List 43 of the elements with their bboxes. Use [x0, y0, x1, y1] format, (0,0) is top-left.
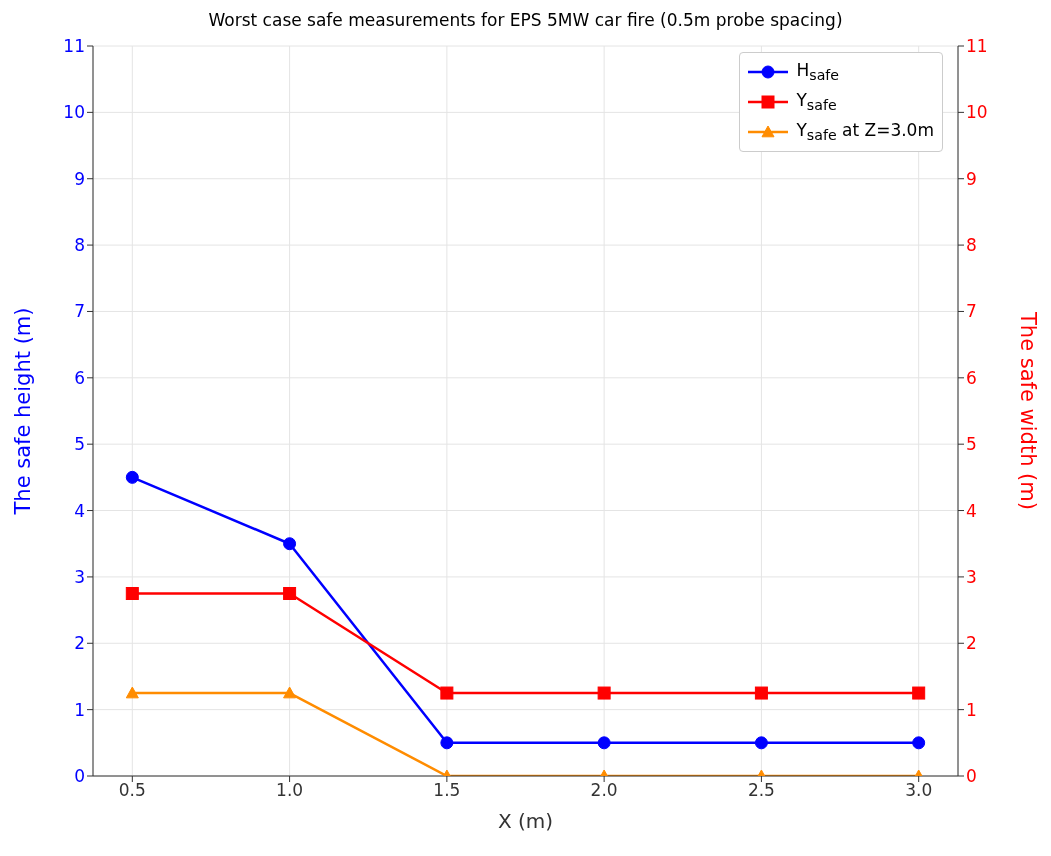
- point: [283, 537, 297, 551]
- y2-tick-label: 7: [966, 301, 977, 322]
- y-tick-label: 9: [74, 168, 85, 189]
- x-axis-title: X (m): [497, 809, 554, 833]
- x-tick-label: 0.5: [118, 780, 146, 801]
- y2-axis-title: The safe width (m): [1015, 311, 1040, 510]
- y-tick-label: 7: [74, 301, 85, 322]
- chart-title: Worst case safe measurements for EPS 5MW car fire (0.5m probe spacing): [207, 9, 844, 32]
- y-tick-label: 8: [74, 235, 85, 256]
- y-tick-label: 11: [63, 36, 85, 57]
- x-tick-label: 1.0: [276, 780, 304, 801]
- x-tick-label: 2.0: [590, 780, 618, 801]
- y2-tick-label: 1: [966, 699, 977, 720]
- point: [125, 470, 139, 484]
- y-axis-title: The safe height (m): [11, 307, 36, 516]
- y-tick-label: 10: [63, 102, 85, 123]
- point: [754, 736, 768, 750]
- y2-tick-label: 6: [966, 367, 977, 388]
- y-tick-label: 3: [74, 566, 85, 587]
- point: [597, 736, 611, 750]
- y2-tick-label: 4: [966, 500, 977, 521]
- y2-tick-label: 2: [966, 633, 977, 654]
- y-tick-label: 6: [74, 367, 85, 388]
- y2-tick-label: 8: [966, 235, 977, 256]
- y2-tick-label: 9: [966, 168, 977, 189]
- y-tick-label: 5: [74, 434, 85, 455]
- y-tick-label: 0: [74, 766, 85, 787]
- y2-tick-label: 11: [966, 36, 988, 57]
- point: [912, 736, 926, 750]
- y2-tick-label: 10: [966, 102, 988, 123]
- x-tick-label: 1.5: [433, 780, 461, 801]
- legend-label: Y$_{safe}$: [796, 90, 837, 114]
- point: [440, 736, 454, 750]
- y2-tick-label: 0: [966, 766, 977, 787]
- y2-tick-label: 5: [966, 434, 977, 455]
- legend-label: H$_{safe}$: [796, 60, 840, 84]
- y-tick-label: 1: [74, 699, 85, 720]
- x-tick-label: 2.5: [747, 780, 775, 801]
- y-tick-label: 4: [74, 500, 85, 521]
- legend-label: Y$_{safe}$ at Z=3.0m: [796, 120, 934, 144]
- y-tick-label: 2: [74, 633, 85, 654]
- x-tick-label: 3.0: [905, 780, 933, 801]
- y2-tick-label: 3: [966, 566, 977, 587]
